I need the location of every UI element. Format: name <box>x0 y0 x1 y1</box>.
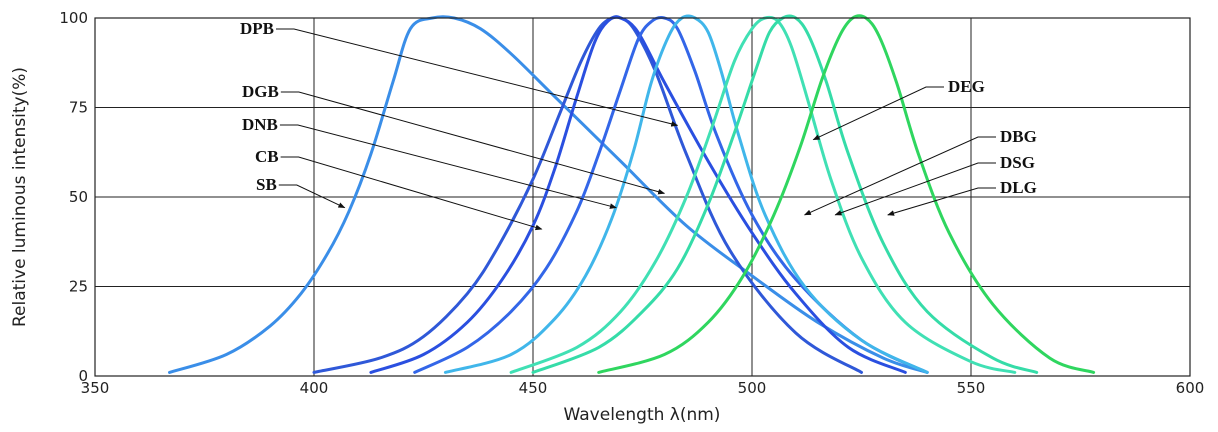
x-tick-label: 450 <box>519 379 548 397</box>
series-dbg-line <box>509 15 1017 374</box>
label-dgb: DGB <box>242 82 279 101</box>
label-dbg: DBG <box>1000 127 1037 146</box>
grid-lines <box>95 18 1190 376</box>
label-deg: DEG <box>948 77 985 96</box>
leader-dbg <box>803 136 996 216</box>
series-dpb-line <box>443 14 929 374</box>
label-cb: CB <box>255 147 279 166</box>
label-dpb: DPB <box>240 19 274 38</box>
x-axis-title: Wavelength λ(nm) <box>564 405 721 425</box>
x-tick-label: 400 <box>300 379 329 397</box>
x-tick-label: 500 <box>738 379 767 397</box>
x-tick-label: 350 <box>81 379 110 397</box>
leader-dpb <box>276 28 679 127</box>
series-sb-line <box>168 15 929 374</box>
leader-dlg <box>887 187 996 216</box>
axis-ticks: 350 400 450 500 550 600 0 25 50 75 100 <box>59 9 1204 397</box>
y-tick-label: 75 <box>69 99 88 117</box>
y-tick-label: 25 <box>69 278 88 296</box>
y-tick-label: 50 <box>69 188 88 206</box>
leader-dnb <box>279 124 617 209</box>
spectral-curves <box>168 14 1096 374</box>
label-dsg: DSG <box>1000 153 1035 172</box>
y-tick-label: 100 <box>59 9 88 27</box>
series-dnb-line <box>369 15 907 374</box>
x-tick-label: 550 <box>957 379 986 397</box>
y-axis-title: Relative luminous intensity(%) <box>10 67 30 327</box>
leader-dgb <box>280 91 666 195</box>
curve-annotations: DPB DGB DNB CB SB DEG DBG DSG DLG <box>240 19 1037 231</box>
series-dgb-line <box>413 16 929 374</box>
label-sb: SB <box>256 175 277 194</box>
label-dnb: DNB <box>242 115 278 134</box>
leader-sb <box>278 184 346 209</box>
y-tick-label: 0 <box>78 367 88 385</box>
label-dlg: DLG <box>1000 178 1037 197</box>
leader-deg <box>812 86 944 141</box>
leader-dsg <box>834 162 996 216</box>
series-dsg-line <box>531 14 1039 374</box>
x-tick-label: 600 <box>1176 379 1205 397</box>
leader-cb <box>280 156 543 231</box>
series-cb-line <box>312 15 863 374</box>
plot-frame <box>94 17 1191 377</box>
